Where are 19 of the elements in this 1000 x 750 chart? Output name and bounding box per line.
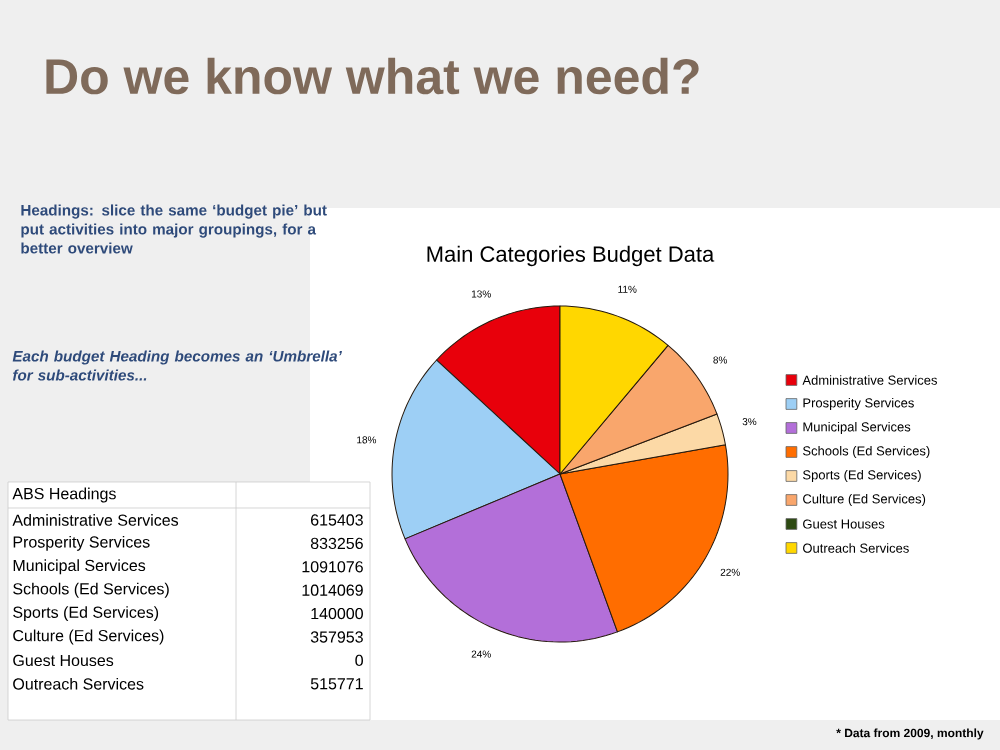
chart-subtitle: Main Categories Budget Data	[427, 245, 715, 267]
category-label: Outreach Services	[13, 677, 144, 690]
category-label: Guest Houses	[13, 654, 114, 667]
text: ABS Headings	[12, 487, 116, 503]
category-label: Schools (Ed Services)	[13, 582, 169, 598]
data-label: 357953	[310, 631, 363, 643]
data-label: 833256	[310, 537, 363, 550]
data-label: 515771	[310, 678, 363, 690]
chart-title: Do we know what we need?	[46, 57, 699, 95]
data-label: 0	[355, 654, 363, 667]
category-label: Municipal Services	[13, 559, 146, 575]
data-label: 615403	[311, 514, 363, 526]
data-label: 1014069	[302, 584, 363, 596]
category-label: Sports (Ed Services)	[13, 606, 159, 622]
category-label: Administrative Services	[12, 514, 179, 526]
data-label: 1091076	[302, 561, 363, 573]
category-label: Prosperity Services	[13, 535, 150, 551]
data-label: 140000	[311, 607, 363, 620]
category-label: Culture (Ed Services)	[13, 629, 164, 645]
